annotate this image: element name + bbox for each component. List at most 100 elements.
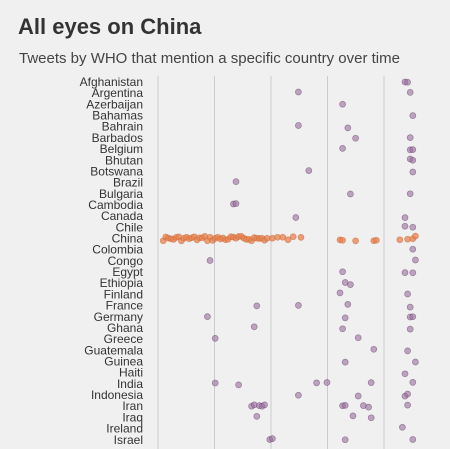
data-point xyxy=(409,245,417,253)
data-point xyxy=(339,145,346,152)
data-point xyxy=(211,335,219,342)
data-point xyxy=(409,269,417,277)
data-point xyxy=(336,289,344,297)
data-point xyxy=(250,323,258,331)
category-label: Bahamas xyxy=(92,109,143,123)
category-label: Argentina xyxy=(92,86,144,100)
data-point xyxy=(261,401,268,409)
data-point xyxy=(352,134,359,142)
data-point xyxy=(349,412,357,420)
data-point xyxy=(289,233,297,241)
category-label: China xyxy=(112,232,144,246)
data-point xyxy=(409,112,417,119)
data-point xyxy=(341,358,349,366)
data-point xyxy=(339,268,346,276)
data-point xyxy=(232,178,240,185)
category-label: Belgium xyxy=(100,142,143,156)
category-label: Colombia xyxy=(92,243,143,257)
data-point xyxy=(370,345,378,353)
data-point xyxy=(401,222,409,230)
category-label: Germany xyxy=(94,310,143,324)
data-point xyxy=(204,313,211,320)
data-point xyxy=(409,379,417,386)
category-label: Afghanistan xyxy=(80,75,143,89)
data-point xyxy=(412,256,419,264)
data-point xyxy=(341,314,349,322)
category-label: Greece xyxy=(104,332,144,346)
category-label: Ghana xyxy=(107,321,143,335)
data-point xyxy=(404,78,411,86)
data-point xyxy=(404,347,411,355)
gridlines xyxy=(157,76,385,449)
category-label: Brazil xyxy=(113,176,143,190)
data-point xyxy=(409,156,417,164)
category-label: Barbados xyxy=(92,131,143,145)
data-point xyxy=(406,134,414,141)
data-point xyxy=(341,402,349,409)
data-point xyxy=(354,392,362,400)
data-point xyxy=(352,237,359,245)
data-point xyxy=(253,413,261,420)
data-point xyxy=(323,379,331,386)
data-point xyxy=(284,236,292,244)
category-label: Chile xyxy=(116,220,144,234)
data-point xyxy=(313,379,320,387)
data-point xyxy=(295,88,302,96)
data-point xyxy=(365,403,372,411)
data-point xyxy=(354,334,362,342)
data-point xyxy=(339,325,346,333)
data-point xyxy=(295,122,302,129)
data-point xyxy=(406,89,414,96)
category-label: Indonesia xyxy=(91,388,143,402)
data-point xyxy=(206,257,214,264)
data-point xyxy=(401,269,409,276)
data-point xyxy=(412,358,419,366)
data-point xyxy=(295,302,302,309)
category-label: Guinea xyxy=(104,355,143,369)
data-point xyxy=(339,100,346,108)
category-label: Haiti xyxy=(119,366,143,380)
data-point xyxy=(347,281,354,288)
data-point xyxy=(401,370,409,378)
data-point xyxy=(406,303,414,311)
data-point xyxy=(341,436,349,444)
data-point xyxy=(269,435,276,442)
category-labels: AfghanistanArgentinaAzerbaijanBahamasBah… xyxy=(80,75,144,447)
data-point xyxy=(404,390,411,398)
data-point xyxy=(406,190,414,198)
data-point xyxy=(295,391,302,399)
chart-subtitle: Tweets by WHO that mention a specific co… xyxy=(19,50,400,67)
data-point xyxy=(406,325,414,333)
data-point xyxy=(409,436,417,443)
data-point xyxy=(211,379,219,387)
data-point xyxy=(399,423,406,431)
data-point xyxy=(404,290,411,298)
data-point xyxy=(412,232,419,240)
data-point xyxy=(292,214,300,221)
data-point xyxy=(235,381,242,389)
data-point xyxy=(297,234,305,241)
data-point xyxy=(232,200,240,207)
data-point xyxy=(409,146,417,153)
data-point xyxy=(401,214,409,221)
category-label: Cambodia xyxy=(88,198,143,212)
category-label: Israel xyxy=(114,433,143,447)
data-point xyxy=(347,190,354,198)
category-label: Botswana xyxy=(90,164,143,178)
category-label: Iran xyxy=(122,399,143,413)
category-label: Ireland xyxy=(106,422,143,436)
category-label: Finland xyxy=(104,287,143,301)
category-label: Bulgaria xyxy=(99,187,143,201)
data-point xyxy=(373,236,380,244)
category-label: Azerbaijan xyxy=(86,97,143,111)
category-label: Ethiopia xyxy=(100,276,144,290)
category-label: Bhutan xyxy=(105,153,143,167)
category-label: Egypt xyxy=(112,265,143,279)
data-point xyxy=(409,168,417,176)
category-label: Congo xyxy=(108,254,144,268)
data-point xyxy=(344,124,352,132)
data-point xyxy=(339,236,346,244)
chart-title: All eyes on China xyxy=(18,14,202,39)
data-point xyxy=(367,414,375,422)
